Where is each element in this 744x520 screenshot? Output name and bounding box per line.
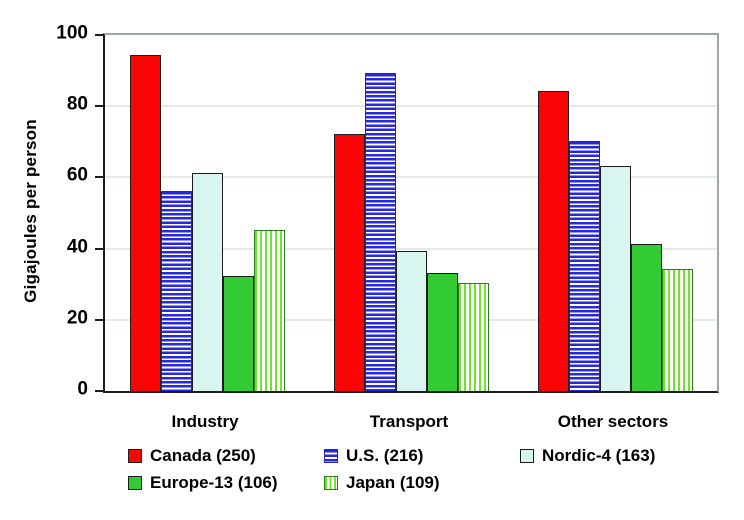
- legend-label-nordic-4-163: Nordic-4 (163): [542, 446, 656, 465]
- y-tick-mark-20: [95, 318, 103, 321]
- legend-swatch-canada-250-icon: [128, 449, 142, 463]
- bar-u-s-216-industry: [160, 190, 192, 391]
- gridline-80: [105, 105, 717, 108]
- bar-group-industry: [105, 35, 309, 391]
- gridline-40: [105, 247, 717, 250]
- y-tick-label-20: 20: [66, 307, 88, 329]
- x-label-transport: Transport: [369, 412, 449, 431]
- bar-japan-109-transport: [457, 283, 489, 391]
- plot-area: [95, 33, 719, 393]
- bar-canada-250-transport: [333, 133, 365, 391]
- x-axis-category-labels: Industry Transport Other sectors: [103, 412, 715, 432]
- bar-europe-13-106-industry: [222, 276, 254, 391]
- bar-group-other-sectors: [513, 35, 717, 391]
- legend-label-canada-250: Canada (250): [150, 446, 256, 465]
- y-tick-label-80: 80: [66, 93, 88, 115]
- bar-europe-13-106-transport: [426, 272, 458, 391]
- bar-nordic-4-163-other-sectors: [599, 165, 631, 391]
- legend-swatch-europe-13-106-icon: [128, 476, 142, 490]
- legend-item-u-s-216: U.S. (216): [324, 446, 520, 466]
- y-tick-mark-0: [95, 390, 103, 392]
- x-label-other-sectors: Other sectors: [557, 412, 669, 431]
- legend-label-u-s-216: U.S. (216): [346, 446, 424, 465]
- legend-label-europe-13-106: Europe-13 (106): [150, 473, 278, 492]
- y-tick-mark-100: [95, 34, 103, 36]
- y-tick-mark-80: [95, 105, 103, 108]
- bar-japan-109-other-sectors: [661, 268, 693, 391]
- bar-u-s-216-transport: [364, 73, 396, 391]
- legend-swatch-japan-109-icon: [324, 476, 338, 490]
- y-tick-mark-40: [95, 247, 103, 250]
- bar-canada-250-industry: [129, 55, 161, 391]
- bar-europe-13-106-other-sectors: [630, 244, 662, 391]
- legend-item-japan-109: Japan (109): [324, 473, 520, 493]
- legend-item-nordic-4-163: Nordic-4 (163): [520, 446, 728, 466]
- legend: Canada (250) U.S. (216) Nordic-4 (163) Euro…: [128, 446, 728, 493]
- legend-item-canada-250: Canada (250): [128, 446, 324, 466]
- x-label-industry: Industry: [171, 412, 239, 431]
- y-tick-mark-60: [95, 176, 103, 179]
- legend-swatch-nordic-4-163-icon: [520, 449, 534, 463]
- legend-label-japan-109: Japan (109): [346, 473, 440, 492]
- y-tick-label-60: 60: [66, 164, 88, 186]
- y-tick-label-0: 0: [77, 378, 88, 400]
- bars-layer: [105, 35, 717, 391]
- y-axis-tick-labels: 0 20 40 60 80 100: [28, 24, 88, 399]
- y-tick-label-100: 100: [56, 22, 88, 44]
- gridline-60: [105, 176, 717, 179]
- bar-group-transport: [309, 35, 513, 391]
- legend-swatch-u-s-216-icon: [324, 449, 338, 463]
- bar-nordic-4-163-transport: [395, 251, 427, 391]
- bar-canada-250-other-sectors: [537, 90, 569, 391]
- bar-japan-109-industry: [253, 229, 285, 391]
- bar-u-s-216-other-sectors: [568, 140, 600, 391]
- y-tick-label-40: 40: [66, 236, 88, 258]
- bar-nordic-4-163-industry: [191, 172, 223, 391]
- legend-item-europe-13-106: Europe-13 (106): [128, 473, 324, 493]
